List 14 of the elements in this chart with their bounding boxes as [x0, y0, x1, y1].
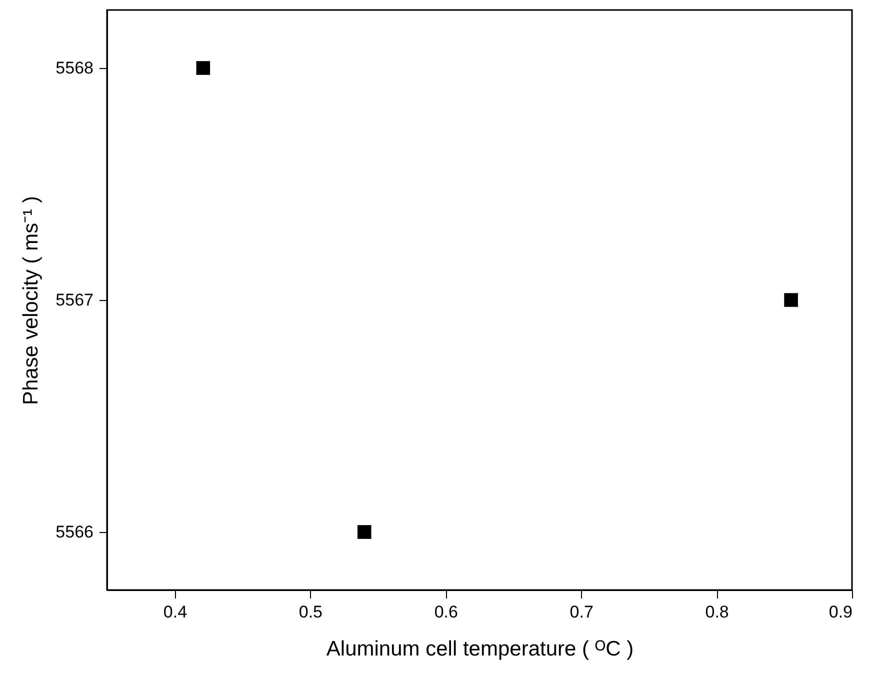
y-tick-label: 5568 — [56, 58, 94, 78]
x-axis-title: Aluminum cell temperature ( ᴼC ) — [326, 638, 634, 660]
x-tick-label: 0.8 — [705, 602, 729, 622]
point — [196, 61, 210, 75]
y-axis-title: Phase velocity ( ms⁻¹ ) — [20, 196, 43, 405]
y-tick-label: 5566 — [56, 522, 94, 542]
point — [784, 293, 798, 307]
x-tick-label: 0.4 — [163, 602, 188, 622]
x-tick-label: 0.9 — [828, 602, 852, 622]
y-tick-label: 5567 — [56, 290, 94, 310]
x-tick-label: 0.7 — [570, 602, 594, 622]
point — [357, 525, 372, 539]
x-tick-label: 0.5 — [298, 602, 322, 622]
x-tick-label: 0.6 — [434, 602, 458, 622]
